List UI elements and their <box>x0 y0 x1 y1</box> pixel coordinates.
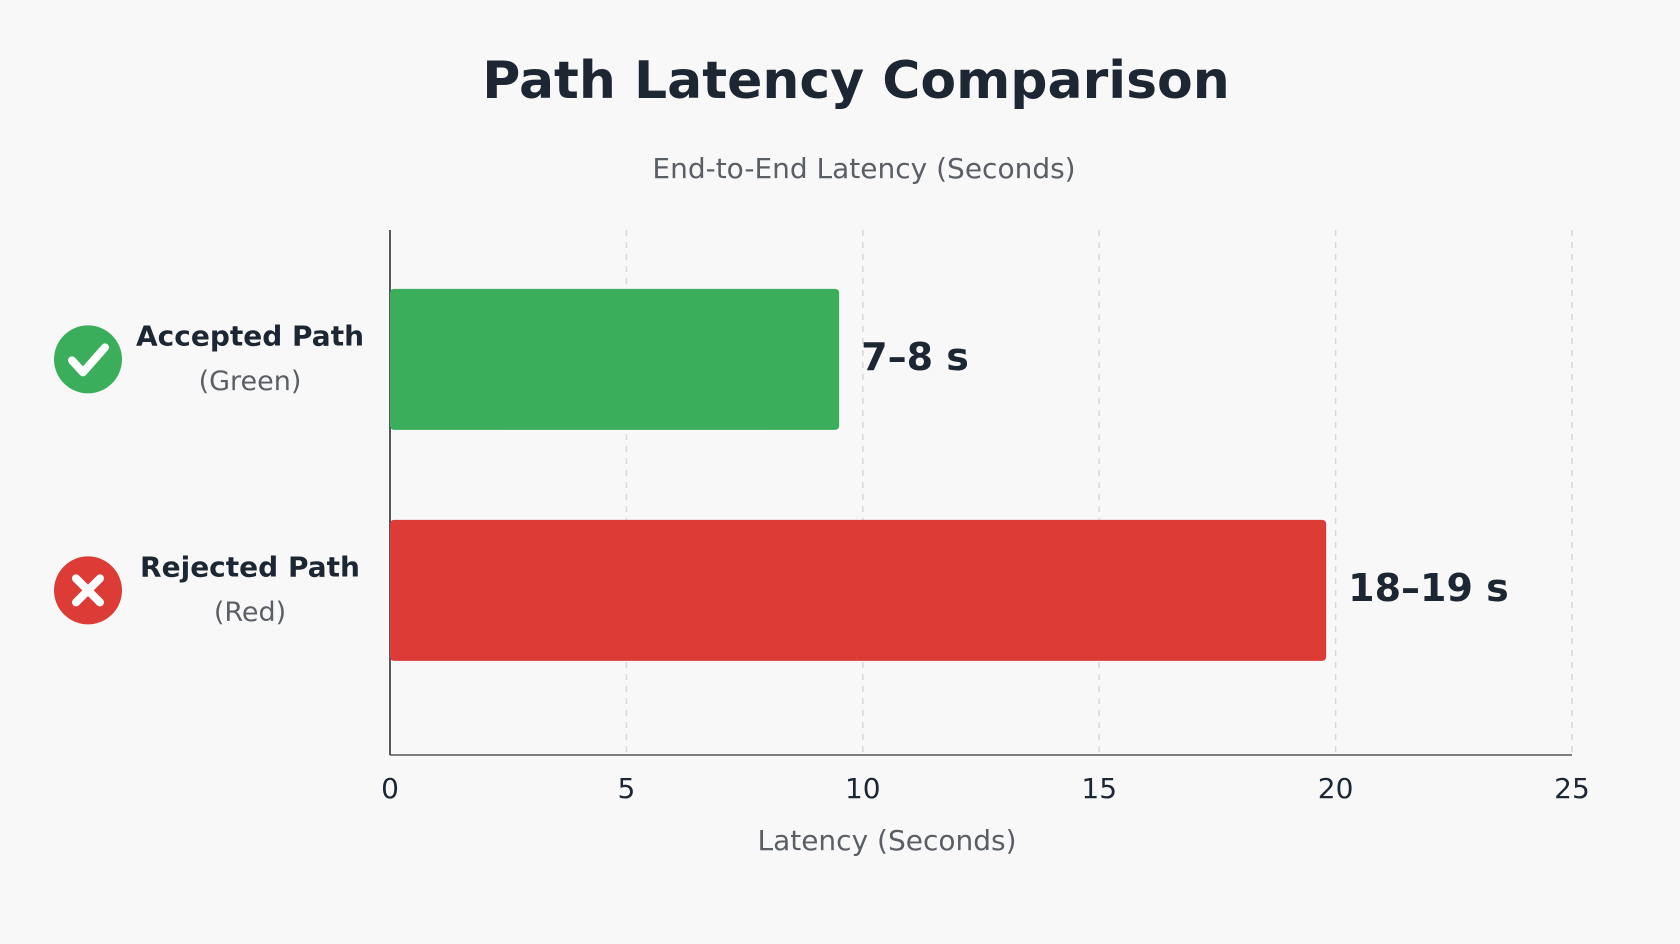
x-tick-label: 0 <box>381 772 399 805</box>
status-icon <box>54 556 122 625</box>
value-label: 7–8 s <box>861 335 969 379</box>
x-tick-label: 20 <box>1318 772 1354 805</box>
chart-title: Path Latency Comparison <box>482 51 1230 111</box>
x-axis-label: Latency (Seconds) <box>757 824 1016 857</box>
icon-glyph <box>72 574 104 607</box>
icon-glyph <box>68 343 109 377</box>
category-note: (Green) <box>199 366 302 397</box>
icon-circle <box>54 325 122 394</box>
chart-subtitle: End-to-End Latency (Seconds) <box>652 152 1075 185</box>
category-label: Accepted Path <box>136 319 364 352</box>
x-tick-label: 15 <box>1081 772 1117 805</box>
category-label: Rejected Path <box>140 550 360 583</box>
category-note: (Red) <box>214 597 286 628</box>
bar <box>390 288 840 430</box>
bar <box>390 519 1327 661</box>
status-icon <box>54 325 122 394</box>
value-label: 18–19 s <box>1348 566 1509 610</box>
x-tick-label: 25 <box>1554 772 1590 805</box>
x-tick-label: 10 <box>845 772 881 805</box>
x-tick-label: 5 <box>617 772 635 805</box>
